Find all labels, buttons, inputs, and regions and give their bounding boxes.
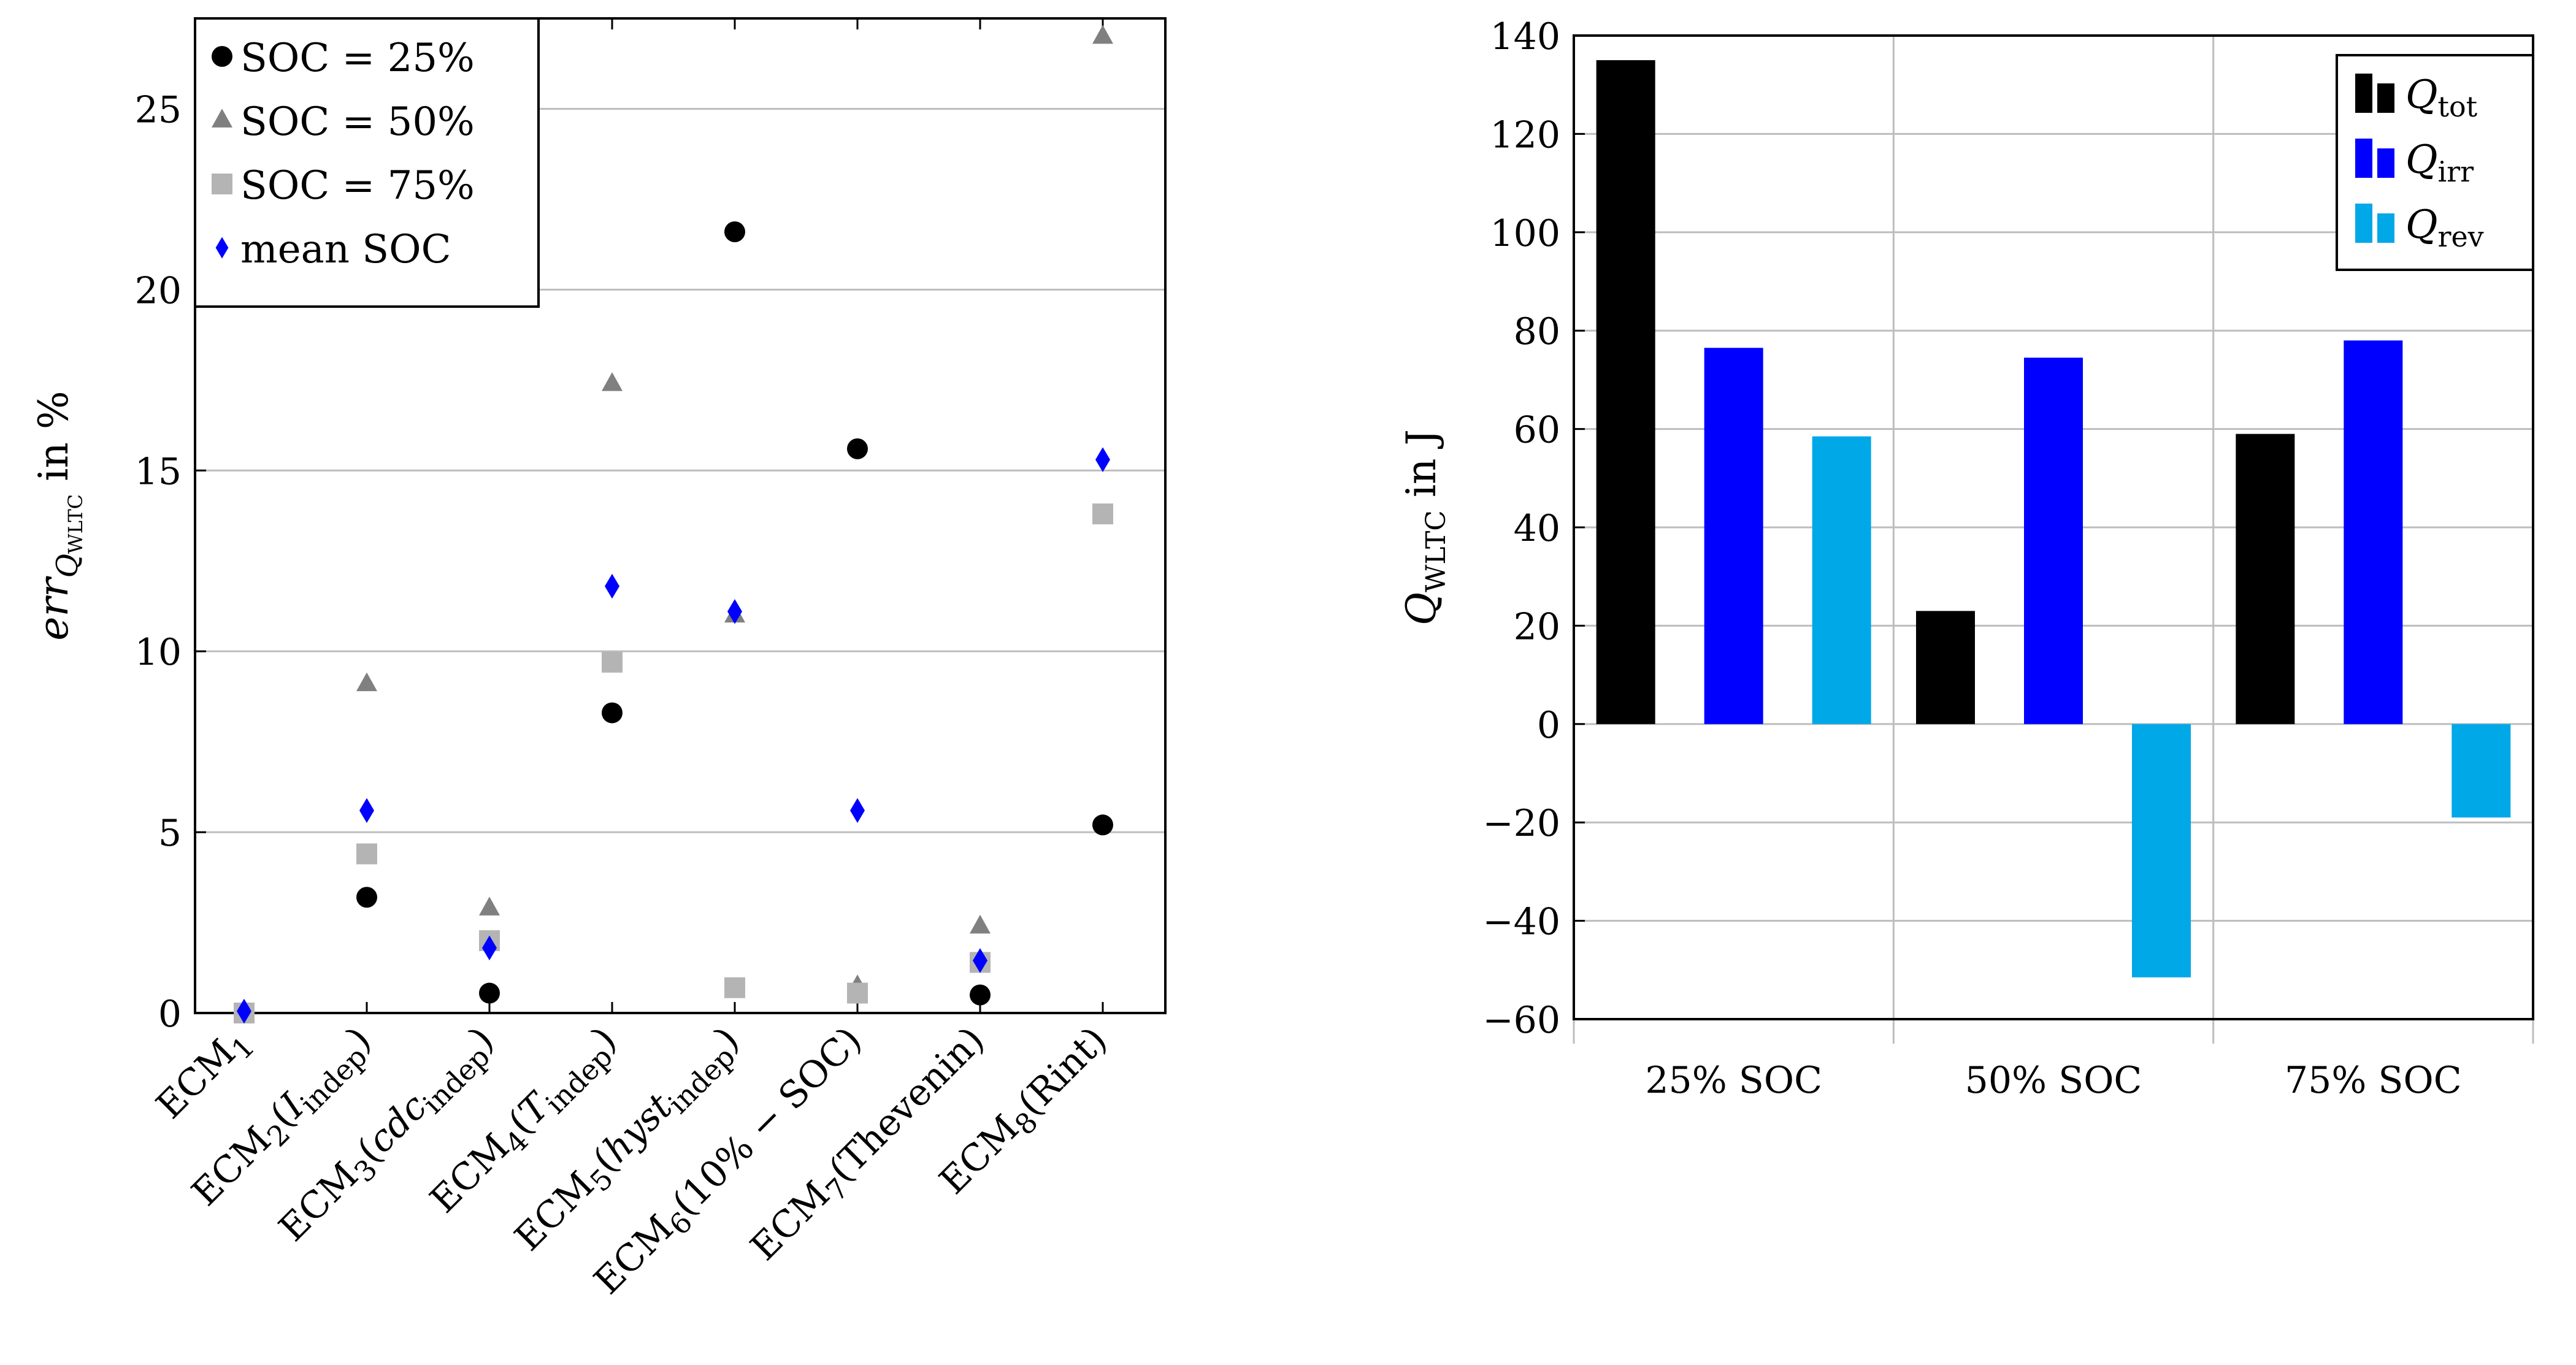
legend-swatch — [2377, 213, 2394, 243]
legend-marker — [215, 237, 229, 259]
y-tick-label: −60 — [1482, 999, 1560, 1042]
y-tick-label: 5 — [158, 812, 182, 855]
bar — [2132, 724, 2191, 977]
data-point — [1092, 814, 1113, 836]
data-point — [847, 438, 868, 459]
left-scatter-chart: 0510152025ECM1ECM2(Iindep)ECM3(cdcindep)… — [30, 17, 1167, 1302]
bar — [2344, 340, 2403, 724]
legend-marker — [212, 174, 232, 194]
series-irr — [1704, 340, 2403, 724]
legend-swatch — [2377, 83, 2394, 113]
data-point — [724, 977, 745, 998]
series-rev — [1812, 436, 2511, 977]
data-point — [237, 998, 251, 1024]
series-circle — [234, 221, 1113, 1023]
y-tick-label: 10 — [135, 631, 182, 674]
data-point — [356, 672, 377, 692]
y-tick-label: 20 — [1514, 605, 1560, 648]
data-point — [727, 599, 742, 624]
data-point — [970, 984, 991, 1006]
legend-marker — [212, 46, 232, 67]
data-point — [479, 982, 500, 1004]
bar — [2236, 434, 2295, 724]
y-axis-label: QWLTC in J — [1398, 429, 1452, 625]
data-point — [847, 982, 868, 1004]
label-subsub: WLTC — [64, 494, 87, 554]
bar — [2451, 724, 2511, 818]
bar — [1916, 611, 1975, 724]
legend-label: SOC = 25% — [240, 36, 475, 81]
series-square — [234, 503, 1113, 1023]
legend-label: Qtot — [2405, 72, 2478, 123]
data-point — [1092, 503, 1113, 525]
label-suffix: in % — [30, 391, 77, 494]
data-point — [482, 935, 497, 961]
legend-label: Qirr — [2405, 137, 2474, 188]
data-point — [724, 221, 745, 242]
legend-marker — [212, 109, 232, 128]
legend-swatch — [2355, 139, 2372, 178]
data-point — [602, 651, 623, 673]
label-suffix: in J — [1398, 429, 1445, 510]
x-category-label: 50% SOC — [1965, 1059, 2142, 1102]
legend-sub: irr — [2437, 155, 2474, 188]
data-point — [973, 948, 987, 973]
y-tick-label: 60 — [1514, 409, 1560, 452]
series-diamond — [237, 447, 1110, 1024]
legend-main: Q — [2405, 72, 2437, 118]
legend-swatch — [2377, 148, 2394, 178]
data-point — [356, 843, 377, 865]
y-tick-label: 0 — [158, 993, 182, 1036]
y-tick-label: 80 — [1514, 310, 1560, 353]
x-tick-label: ECM3(cdcindep) — [270, 1019, 506, 1254]
y-tick-label: −40 — [1482, 901, 1560, 944]
y-tick-label: 0 — [1537, 704, 1560, 747]
y-tick-label: 15 — [135, 450, 182, 493]
data-point — [850, 798, 865, 823]
y-tick-label: 100 — [1490, 212, 1560, 255]
y-tick-label: 140 — [1490, 15, 1560, 58]
legend-label: mean SOC — [240, 227, 451, 272]
x-category-label: 75% SOC — [2285, 1059, 2462, 1102]
bar — [1812, 436, 1871, 724]
legend-main: Q — [2405, 202, 2437, 248]
y-tick-label: 120 — [1490, 113, 1560, 156]
series-tot — [1596, 60, 2295, 724]
bar — [2024, 358, 2083, 724]
data-point — [479, 897, 500, 916]
data-point — [1092, 25, 1113, 44]
y-tick-label: 25 — [135, 88, 182, 131]
bar — [1596, 60, 1655, 724]
data-point — [359, 798, 374, 823]
data-point — [1095, 447, 1110, 472]
data-point — [970, 914, 991, 934]
bar — [1704, 348, 1763, 724]
x-category-label: 25% SOC — [1645, 1059, 1822, 1102]
legend-sub: tot — [2437, 90, 2477, 123]
legend-swatch — [2355, 204, 2372, 243]
plot-frame — [194, 17, 1167, 1014]
label-main: Q — [1398, 592, 1445, 625]
x-tick-label: ECM5(hystindep) — [507, 1019, 752, 1264]
legend-label: SOC = 50% — [240, 99, 475, 145]
legend-swatch — [2355, 74, 2372, 113]
data-point — [602, 702, 623, 724]
data-point — [356, 887, 377, 908]
y-axis-label: errQWLTC in % — [30, 391, 87, 640]
label-main: err — [30, 576, 77, 641]
right-bar-chart: −60 −40 −20 0 20 40 60 80 100 120 140 25% SOC 50% SO… — [1398, 15, 2534, 1102]
y-tick-label: 40 — [1514, 507, 1560, 550]
y-tick-label: 20 — [135, 269, 182, 312]
data-point — [602, 372, 623, 391]
label-sub: WLTC — [1420, 510, 1452, 592]
legend-main: Q — [2405, 137, 2437, 183]
legend-sub: rev — [2437, 220, 2483, 253]
data-point — [605, 573, 619, 599]
legend-box — [194, 17, 540, 308]
label-sub: Q — [50, 554, 85, 578]
legend-label: Qrev — [2405, 202, 2484, 253]
legend-label: SOC = 75% — [240, 163, 475, 208]
y-tick-label: −20 — [1482, 802, 1560, 845]
